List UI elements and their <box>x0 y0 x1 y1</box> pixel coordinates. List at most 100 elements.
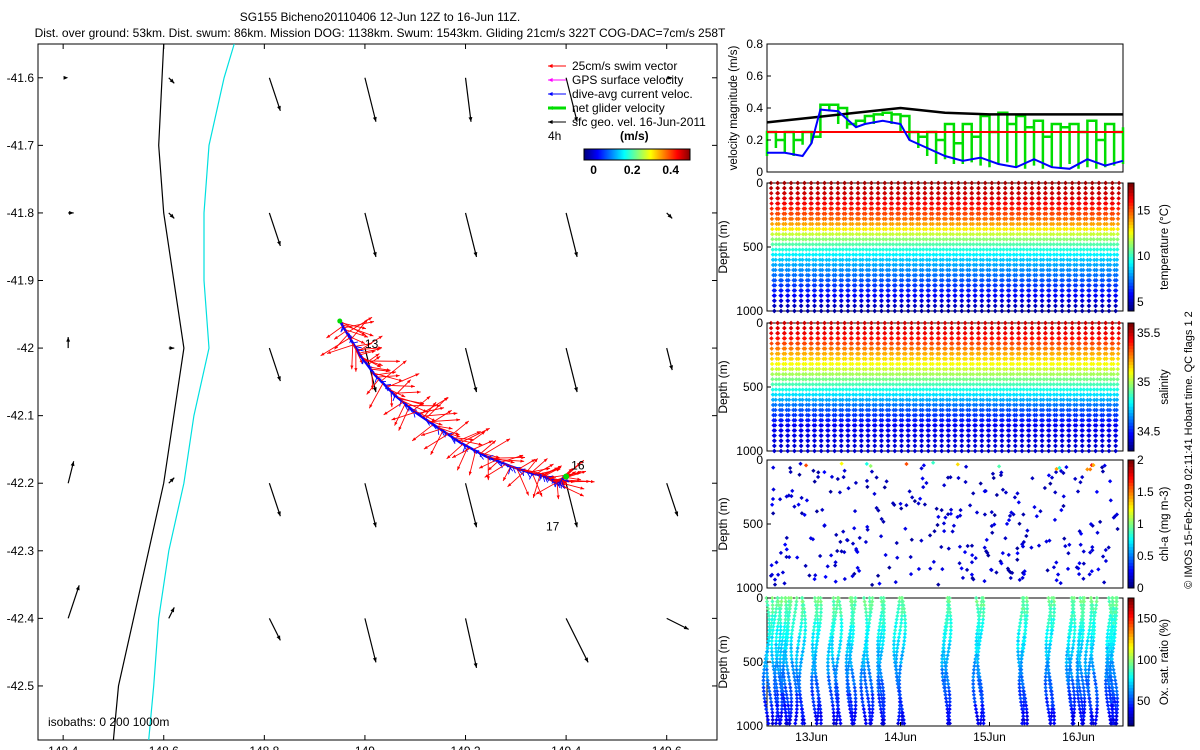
dac-vector <box>347 334 352 337</box>
geo-arrow <box>268 483 281 517</box>
legend-colorbar-cell <box>623 149 625 160</box>
legend-colorbar-cell <box>622 149 624 160</box>
temperature-colorbar-cell <box>1128 285 1134 290</box>
swim-vector-head <box>456 434 461 438</box>
legend-colorbar-cell <box>608 149 610 160</box>
legend-colorbar-cell <box>628 149 630 160</box>
geo-arrow-head <box>574 522 578 528</box>
temperature-sample <box>792 293 798 298</box>
map-frame <box>37 43 718 741</box>
temperature-colorbar-cell <box>1128 247 1134 251</box>
temperature-sample <box>770 262 776 268</box>
temperature-colorbar-label: temperature (°C) <box>1159 204 1171 290</box>
temperature-colorbar-cell <box>1128 279 1134 283</box>
swim-vector <box>554 482 585 497</box>
temperature-sample <box>786 257 792 263</box>
map-ytick-label: -41.6 <box>7 71 35 85</box>
temperature-ytick-label: 0 <box>756 176 763 190</box>
legend-arrow-net <box>548 106 553 110</box>
temperature-sample <box>785 308 790 314</box>
swim-vector-head <box>448 426 453 430</box>
temperature-sample <box>776 226 782 232</box>
dac-vector <box>546 478 550 480</box>
dac-vector <box>559 480 562 489</box>
temperature-colorbar-cell <box>1128 266 1134 270</box>
swim-vector-head <box>543 458 548 463</box>
swim-vector <box>450 420 470 437</box>
temperature-colorbar-cell <box>1128 211 1134 216</box>
swim-vector <box>386 373 420 388</box>
geo-arrow-head <box>75 585 80 591</box>
legend-colorbar-cell <box>624 149 626 160</box>
temperature-sample <box>773 257 778 263</box>
dac-vector <box>370 368 375 373</box>
temperature-sample <box>773 262 778 268</box>
dac-vector <box>382 382 389 392</box>
legend-colorbar-cell <box>673 149 675 160</box>
velocity-ytick-label: 0.2 <box>746 133 763 147</box>
swim-vector <box>383 401 404 416</box>
swim-vector <box>530 458 548 474</box>
swim-vector <box>357 335 383 352</box>
swim-vector <box>516 468 530 496</box>
geo-arrow <box>268 347 281 382</box>
temperature-sample <box>775 190 781 196</box>
dac-vector <box>472 449 476 454</box>
legend-colorbar-cell <box>612 149 614 160</box>
dac-vector <box>418 413 421 416</box>
swim-vector-head <box>402 360 407 365</box>
legend-colorbar-cell <box>686 149 688 160</box>
swim-vector <box>411 424 434 442</box>
legend-colorbar-cell <box>621 149 623 160</box>
legend-colorbar-cell <box>645 149 647 160</box>
track-day-label-0: 13 <box>365 337 379 351</box>
temperature-sample <box>779 283 784 288</box>
swim-vector <box>417 407 445 415</box>
title-line-2: Dist. over ground: 53km. Dist. swum: 86k… <box>34 26 726 40</box>
geo-arrow <box>565 347 578 393</box>
legend-colorbar-cell <box>677 149 679 160</box>
temperature-colorbar-cell <box>1128 291 1134 296</box>
swim-vector <box>399 398 425 405</box>
legend-colorbar-cell <box>683 149 685 160</box>
swim-vector <box>380 360 407 382</box>
swim-vector-head <box>378 335 383 340</box>
legend-colorbar-cell <box>611 149 613 160</box>
legend-colorbar-cell <box>660 149 662 160</box>
geo-arrow-head <box>169 213 175 219</box>
net-glider-series <box>765 103 1125 169</box>
temperature-sample <box>779 298 784 304</box>
geo-arrow <box>565 212 578 258</box>
temperature-sample <box>785 298 791 304</box>
velocity-series-dac <box>767 108 1124 170</box>
temperature-colorbar-cell <box>1128 263 1134 267</box>
legend-colorbar-cell <box>598 149 600 160</box>
geo-arrow-head <box>70 461 75 467</box>
legend-colorbar-cell <box>600 149 602 160</box>
geo-arrow-head <box>372 657 377 663</box>
temperature-sample <box>786 272 791 278</box>
swim-vector-head <box>488 440 493 444</box>
swim-vector-head <box>394 421 398 426</box>
dac-vector <box>374 376 378 383</box>
dac-vector <box>417 412 421 415</box>
swim-vector-head <box>370 320 375 324</box>
legend-colorbar-cell <box>666 149 668 160</box>
dac-vector <box>542 475 546 482</box>
dac-vector <box>452 437 456 443</box>
legend-colorbar-cell <box>672 149 674 160</box>
swim-vector-head <box>519 454 524 458</box>
geo-arrow <box>565 618 589 663</box>
legend-colorbar-cell <box>616 149 618 160</box>
legend-colorbar-cell <box>687 149 689 160</box>
swim-vector-head <box>421 432 426 436</box>
dac-vector <box>420 416 423 418</box>
temperature-colorbar-cell <box>1128 215 1134 219</box>
swim-vector-head <box>368 317 373 321</box>
temperature-sample <box>792 308 797 314</box>
temperature-sample <box>792 303 797 309</box>
temperature-sample <box>769 211 775 216</box>
temperature-sample <box>785 293 791 298</box>
